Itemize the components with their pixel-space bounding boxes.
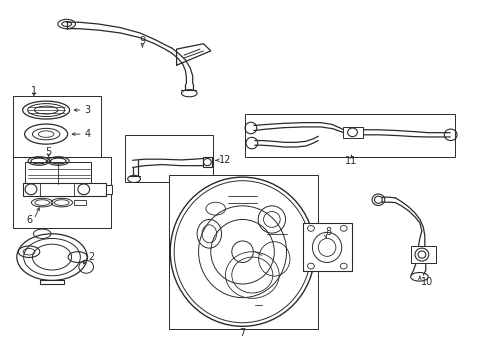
Text: 3: 3 [85,105,91,115]
Bar [106,185,112,194]
Text: 8: 8 [326,227,332,237]
Bar [13,157,111,228]
Bar [74,201,86,205]
Text: 7: 7 [240,328,245,338]
Text: 6: 6 [26,215,32,225]
Bar [203,157,212,167]
Bar [125,135,213,182]
Text: 9: 9 [139,36,146,46]
Text: 11: 11 [345,156,358,166]
Text: 4: 4 [85,129,91,139]
Bar [169,175,318,329]
Text: 12: 12 [219,155,231,165]
Bar [25,162,91,184]
Bar [411,246,436,263]
Bar [13,96,101,157]
Bar [23,183,106,196]
Text: 1: 1 [31,86,37,96]
Text: 5: 5 [46,147,52,157]
Text: 2: 2 [88,252,94,262]
Bar [343,127,363,138]
Text: 10: 10 [421,277,433,287]
Bar [303,223,352,271]
Bar [245,114,455,157]
